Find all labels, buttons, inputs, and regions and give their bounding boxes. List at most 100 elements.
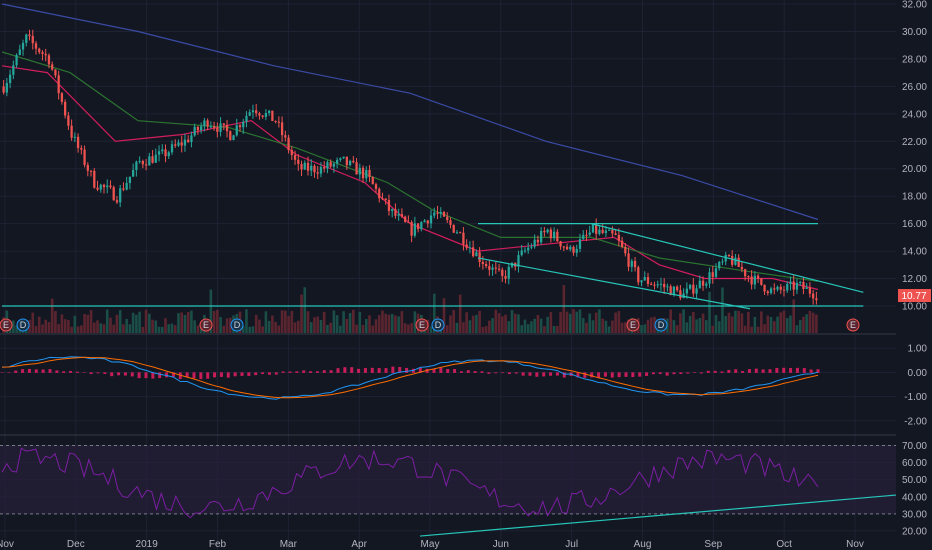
- candle-body: [640, 280, 643, 283]
- volume-bar: [335, 315, 339, 333]
- candle-body: [572, 246, 575, 253]
- volume-bar: [491, 318, 494, 333]
- macd-histogram-bar: [528, 372, 532, 376]
- macd-histogram-bar: [281, 371, 285, 373]
- candle-body: [358, 167, 361, 175]
- volume-bar: [31, 312, 35, 333]
- trendlines[interactable]: [2, 223, 864, 310]
- candle-body: [203, 120, 206, 127]
- volume-bar: [468, 320, 472, 333]
- candle-body: [808, 287, 812, 294]
- earnings-marker[interactable]: [199, 318, 213, 332]
- macd-histogram-bar: [267, 372, 271, 375]
- macd-histogram-bar: [507, 372, 511, 375]
- volume-bar: [620, 322, 624, 333]
- volume-bar: [523, 319, 527, 333]
- earnings-marker[interactable]: [0, 318, 13, 332]
- volume-bar: [811, 312, 815, 333]
- volume-bar: [792, 299, 796, 333]
- volume-bar: [478, 310, 481, 333]
- macd-histogram-bar: [165, 372, 169, 378]
- candle-body: [789, 281, 792, 284]
- dividend-marker[interactable]: [431, 318, 445, 332]
- trendline[interactable]: [591, 223, 864, 293]
- macd-histogram-bar: [199, 372, 203, 380]
- volume-bar: [572, 309, 575, 333]
- volume-bar: [241, 326, 245, 333]
- time-tick-label: Jun: [493, 539, 509, 550]
- volume-bar: [442, 298, 446, 333]
- candle-body: [345, 156, 348, 166]
- volume-bar: [449, 315, 452, 333]
- rsi-pane[interactable]: [0, 445, 897, 537]
- macd-pane[interactable]: [0, 356, 820, 400]
- volume-bar: [679, 313, 682, 333]
- macd-histogram-bar: [192, 372, 196, 379]
- candle-body: [611, 229, 614, 234]
- candle-body: [744, 269, 747, 277]
- candle-body: [792, 281, 795, 290]
- volume-bar: [585, 322, 588, 333]
- volume-bar: [750, 326, 753, 333]
- time-axis[interactable]: Nov Dec 2019 Feb Mar Apr May Jun Jul Aug Sep Oct Nov: [0, 539, 864, 550]
- candle-body: [310, 165, 313, 171]
- volume-bar: [717, 321, 721, 333]
- rsi-tick-label: 40.00: [902, 492, 927, 503]
- earnings-marker[interactable]: [846, 318, 860, 332]
- volume-bar: [591, 320, 595, 333]
- volume-bar: [413, 311, 417, 333]
- price-tick-label: 12.00: [902, 274, 927, 285]
- time-tick-label: Sep: [704, 539, 722, 550]
- candle-body: [293, 155, 297, 160]
- candle-body: [170, 144, 174, 153]
- macd-histogram-bar: [391, 366, 395, 373]
- volume-bar: [80, 325, 83, 333]
- earnings-marker[interactable]: [415, 318, 429, 332]
- macd-histogram-bar: [240, 372, 244, 376]
- macd-histogram-bar: [466, 370, 470, 373]
- volume-bar: [432, 293, 436, 333]
- volume-bar: [73, 315, 77, 333]
- volume-bar: [747, 311, 750, 333]
- time-tick-label: Aug: [634, 539, 652, 550]
- price-axis[interactable]: 32.00 30.00 28.00 26.00 24.00 22.00 20.00 18.00…: [902, 0, 927, 537]
- candle-body: [125, 183, 128, 190]
- volume-bar: [287, 316, 290, 333]
- macd-histogram-bar: [562, 372, 566, 378]
- volume-bar: [643, 324, 647, 333]
- volume-bar: [339, 325, 342, 333]
- macd-histogram-bar: [137, 372, 141, 379]
- candle-body: [747, 276, 750, 278]
- candle-body: [575, 248, 578, 253]
- volume-bar: [445, 325, 449, 333]
- candle-body: [468, 247, 472, 249]
- dividend-marker[interactable]: [654, 318, 668, 332]
- candle-body: [614, 233, 617, 235]
- macd-histogram-bar: [645, 372, 649, 376]
- candle-body: [530, 246, 533, 248]
- macd-histogram-bar: [14, 370, 18, 373]
- earnings-marker[interactable]: [626, 318, 640, 332]
- macd-histogram-bar: [89, 372, 93, 375]
- trendline[interactable]: [477, 257, 751, 310]
- macd-histogram-bar: [734, 369, 738, 373]
- dividend-marker[interactable]: [16, 318, 30, 332]
- macd-histogram-bar: [151, 372, 155, 379]
- candle-body: [271, 110, 274, 122]
- macd-histogram-bar: [597, 372, 601, 378]
- candle-body: [44, 53, 47, 56]
- dividend-marker[interactable]: [230, 318, 244, 332]
- candle-body: [633, 260, 637, 268]
- candle-body: [591, 224, 595, 233]
- candle-body: [339, 158, 342, 160]
- macd-histogram-bar: [549, 372, 553, 376]
- volume-bar: [222, 325, 226, 333]
- macd-histogram-bar: [782, 367, 786, 373]
- macd-histogram-bar: [336, 368, 340, 373]
- rsi-trendline[interactable]: [419, 494, 897, 537]
- candle-body: [180, 142, 183, 146]
- macd-histogram-bar: [775, 367, 779, 373]
